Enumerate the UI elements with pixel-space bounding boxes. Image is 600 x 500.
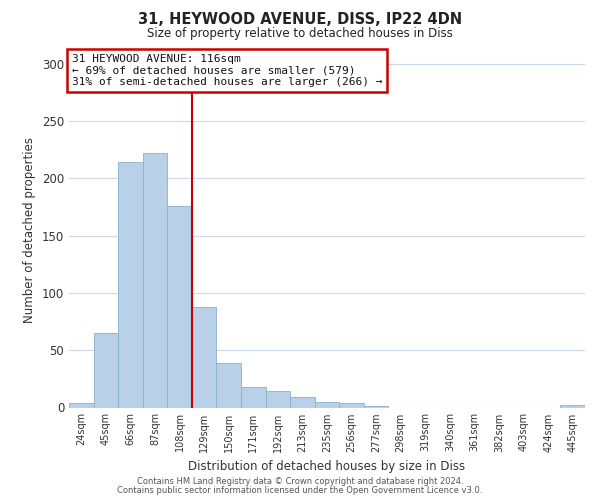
Bar — [143, 154, 167, 408]
X-axis label: Distribution of detached houses by size in Diss: Distribution of detached houses by size … — [188, 460, 466, 473]
Bar — [118, 162, 143, 408]
Bar — [241, 387, 266, 407]
Bar — [290, 397, 315, 407]
Bar — [69, 403, 94, 407]
Text: 31 HEYWOOD AVENUE: 116sqm
← 69% of detached houses are smaller (579)
31% of semi: 31 HEYWOOD AVENUE: 116sqm ← 69% of detac… — [71, 54, 382, 88]
Bar — [560, 405, 585, 407]
Y-axis label: Number of detached properties: Number of detached properties — [23, 137, 37, 323]
Bar — [192, 306, 217, 408]
Text: 31, HEYWOOD AVENUE, DISS, IP22 4DN: 31, HEYWOOD AVENUE, DISS, IP22 4DN — [138, 12, 462, 28]
Text: Contains public sector information licensed under the Open Government Licence v3: Contains public sector information licen… — [118, 486, 482, 495]
Text: Size of property relative to detached houses in Diss: Size of property relative to detached ho… — [147, 28, 453, 40]
Bar — [94, 333, 118, 407]
Bar — [266, 392, 290, 407]
Bar — [339, 403, 364, 407]
Bar — [364, 406, 388, 408]
Bar — [167, 206, 192, 408]
Bar — [217, 363, 241, 408]
Text: Contains HM Land Registry data © Crown copyright and database right 2024.: Contains HM Land Registry data © Crown c… — [137, 477, 463, 486]
Bar — [315, 402, 339, 407]
